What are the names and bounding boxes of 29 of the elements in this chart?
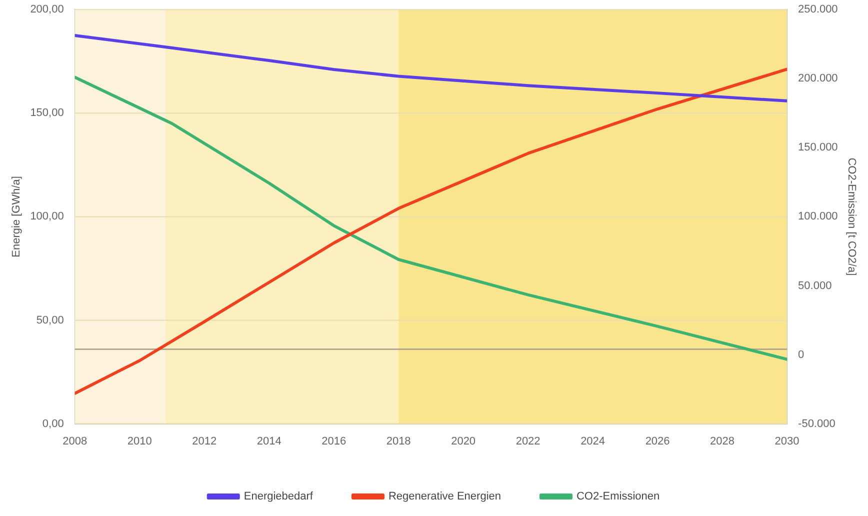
- y2-tick-label: 200.000: [798, 72, 838, 85]
- x-tick-label: 2026: [645, 435, 670, 448]
- y2-tick-label: 250.000: [798, 4, 838, 16]
- legend-label: CO2-Emissionen: [576, 490, 660, 503]
- x-tick-label: 2014: [256, 435, 282, 448]
- y2-tick-label: 50.000: [798, 280, 832, 292]
- x-tick-label: 2008: [62, 435, 88, 448]
- x-tick-label: 2010: [127, 435, 152, 448]
- y-tick-label: 200,00: [30, 4, 64, 16]
- y2-tick-label: 0: [798, 348, 804, 361]
- x-tick-label: 2018: [386, 435, 411, 448]
- x-tick-label: 2030: [774, 435, 800, 448]
- x-tick-label: 2024: [580, 435, 606, 448]
- y-tick-label: 0,00: [42, 418, 64, 430]
- x-tick-label: 2028: [710, 435, 735, 448]
- y2-tick-label: 150.000: [798, 142, 838, 154]
- y-tick-label: 50,00: [36, 314, 64, 326]
- y-axis-title: Energie [GWh/a]: [10, 176, 23, 258]
- x-tick-label: 2016: [322, 435, 346, 448]
- y2-tick-label: -50.000: [798, 418, 836, 430]
- legend-label: Energiebedarf: [244, 490, 314, 503]
- y-tick-label: 150,00: [30, 107, 64, 120]
- y-tick-label: 100,00: [30, 210, 64, 223]
- y2-axis-title: CO2-Emission [t CO2/a]: [845, 158, 858, 276]
- x-tick-label: 2020: [451, 435, 476, 448]
- x-tick-label: 2022: [516, 435, 540, 448]
- legend-label: Regenerative Energien: [388, 490, 502, 503]
- y2-tick-label: 100.000: [798, 210, 838, 223]
- x-tick-label: 2012: [192, 435, 217, 448]
